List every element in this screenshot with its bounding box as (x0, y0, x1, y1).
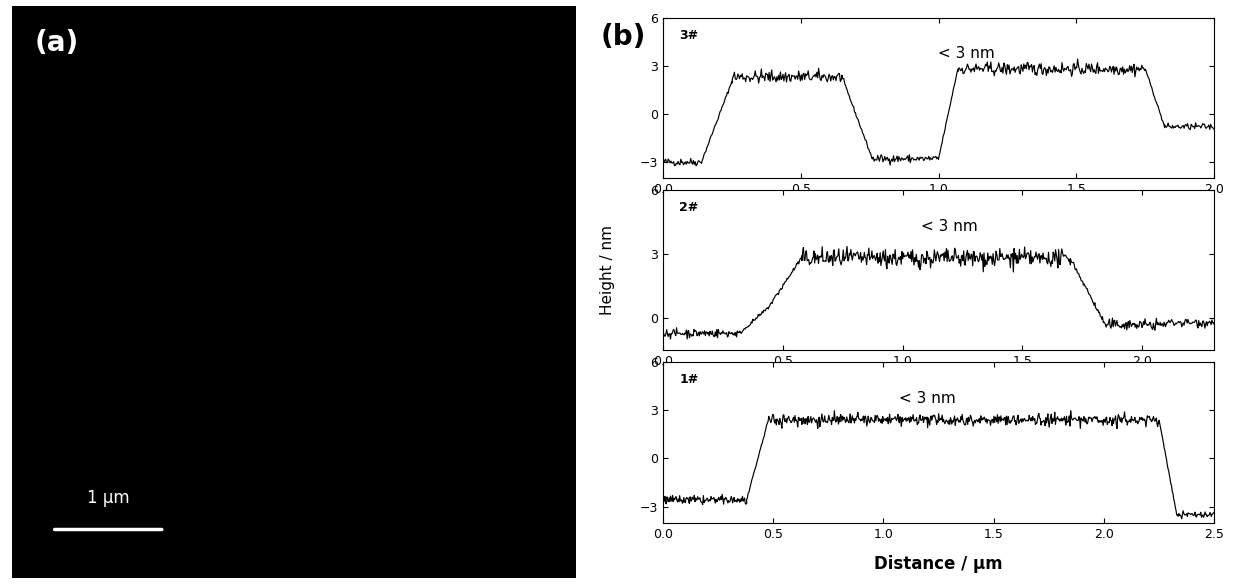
Text: < 3 nm: < 3 nm (921, 219, 978, 234)
Text: 1#: 1# (679, 373, 699, 387)
Text: 1 μm: 1 μm (87, 489, 130, 507)
Text: (b): (b) (601, 23, 647, 51)
Text: Height / nm: Height / nm (600, 225, 615, 315)
Text: 3#: 3# (679, 29, 699, 42)
Text: (a): (a) (35, 29, 79, 57)
Text: Distance / μm: Distance / μm (875, 555, 1002, 572)
Text: 2#: 2# (679, 201, 699, 214)
Text: < 3 nm: < 3 nm (938, 47, 995, 61)
Text: < 3 nm: < 3 nm (900, 391, 957, 406)
